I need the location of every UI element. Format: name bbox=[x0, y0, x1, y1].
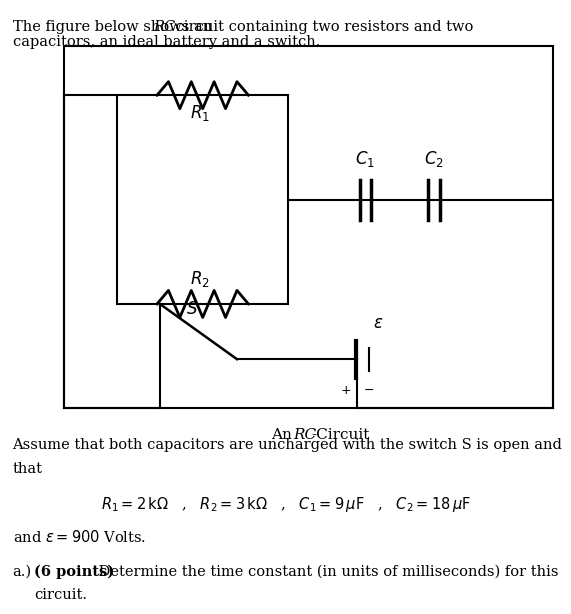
Text: −: − bbox=[364, 384, 375, 397]
Text: (6 points): (6 points) bbox=[34, 565, 114, 579]
Text: $R_1 = 2\,\mathrm{k\Omega}$   ,   $R_2 = 3\,\mathrm{k\Omega}$   ,   $C_1 = 9\,\m: $R_1 = 2\,\mathrm{k\Omega}$ , $R_2 = 3\,… bbox=[100, 495, 471, 515]
Text: +: + bbox=[340, 384, 351, 397]
Text: $C_2$: $C_2$ bbox=[424, 149, 444, 169]
Text: $C_1$: $C_1$ bbox=[356, 149, 375, 169]
Text: RC: RC bbox=[154, 20, 176, 34]
Text: $R_1$: $R_1$ bbox=[190, 103, 210, 123]
Text: a.): a.) bbox=[13, 565, 31, 579]
Text: capacitors, an ideal battery and a switch.: capacitors, an ideal battery and a switc… bbox=[13, 35, 320, 49]
Text: An: An bbox=[272, 428, 297, 442]
Text: RC: RC bbox=[293, 428, 316, 442]
Text: The figure below shows an: The figure below shows an bbox=[13, 20, 216, 34]
Text: Assume that both capacitors are uncharged with the switch S is open and: Assume that both capacitors are uncharge… bbox=[13, 438, 562, 453]
Text: $\varepsilon$: $\varepsilon$ bbox=[373, 314, 383, 332]
Text: -Circuit: -Circuit bbox=[312, 428, 370, 442]
Bar bbox=[64, 46, 553, 408]
Text: circuit containing two resistors and two: circuit containing two resistors and two bbox=[171, 20, 473, 34]
Text: Determine the time constant (in units of milliseconds) for this: Determine the time constant (in units of… bbox=[94, 565, 558, 579]
Text: and $\varepsilon = 900$ Volts.: and $\varepsilon = 900$ Volts. bbox=[13, 529, 146, 545]
Text: $S$: $S$ bbox=[186, 301, 198, 318]
Bar bbox=[117, 95, 288, 304]
Text: that: that bbox=[13, 462, 43, 476]
Text: circuit.: circuit. bbox=[34, 588, 87, 602]
Text: $R_2$: $R_2$ bbox=[190, 268, 210, 289]
